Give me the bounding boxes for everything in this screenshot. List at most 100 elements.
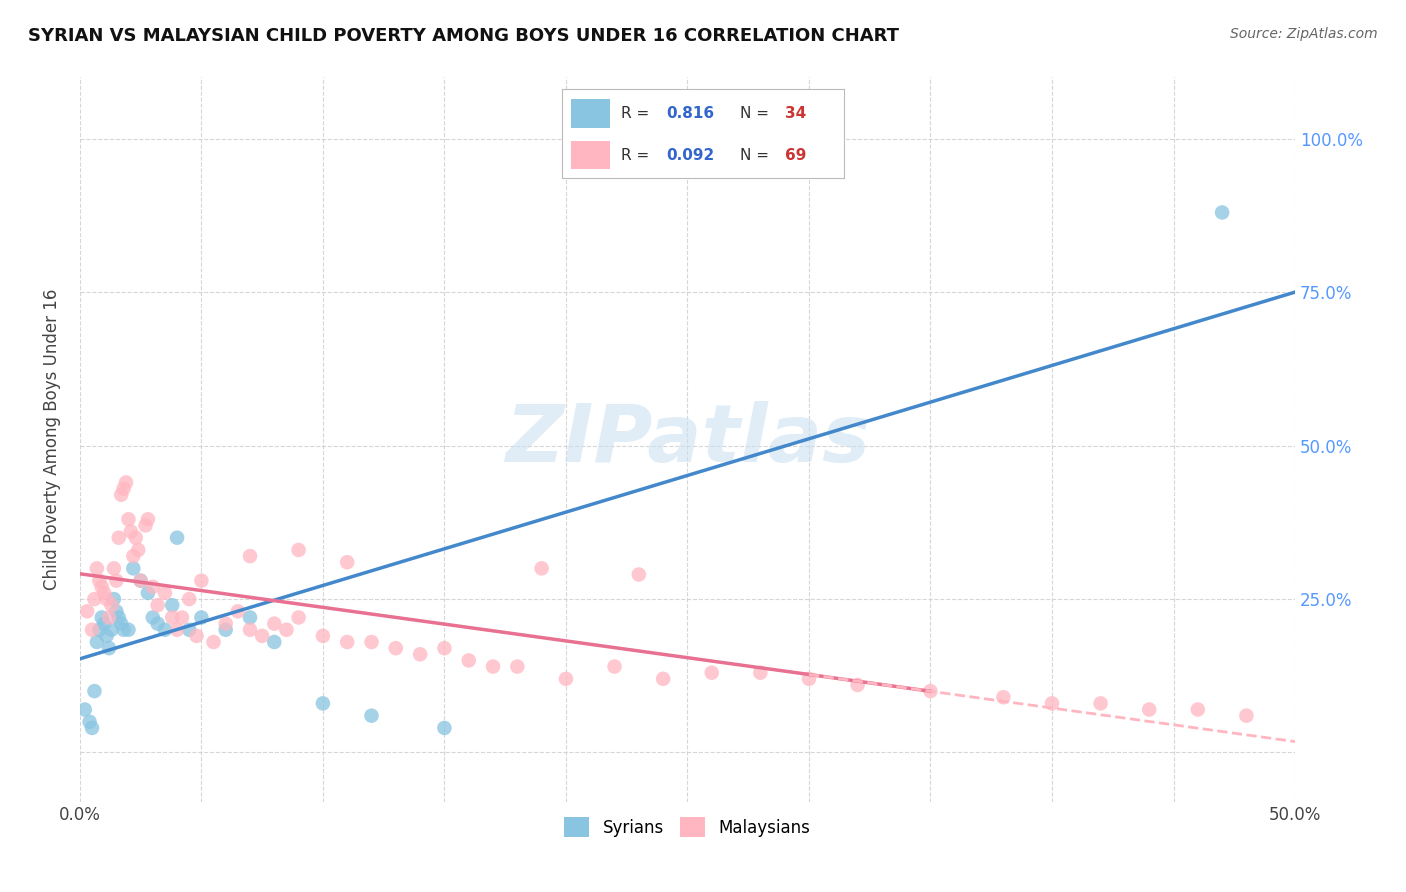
Point (993, 690, 1015, 705)
Text: R =: R = (621, 106, 655, 120)
Point (239, 623, 262, 637)
Point (385, 641, 408, 656)
Point (179, 592, 201, 607)
Point (433, 641, 456, 656)
Point (142, 580, 165, 594)
Point (93, 586, 115, 600)
Point (627, 567, 650, 582)
Point (1137, 702, 1160, 716)
Point (179, 623, 201, 637)
Text: N =: N = (740, 148, 773, 162)
Point (127, 543, 149, 558)
Point (1187, 702, 1209, 716)
Point (136, 512, 159, 526)
Point (457, 653, 479, 667)
Point (603, 659, 626, 673)
Y-axis label: Child Poverty Among Boys Under 16: Child Poverty Among Boys Under 16 (44, 289, 60, 591)
Point (96, 592, 118, 607)
Point (555, 672, 578, 686)
Point (98, 610, 121, 624)
Point (153, 586, 176, 600)
Point (312, 697, 335, 711)
Text: R =: R = (621, 148, 655, 162)
Point (409, 648, 432, 662)
Point (96, 629, 118, 643)
Point (80, 623, 103, 637)
Point (1234, 708, 1257, 723)
Point (100, 598, 122, 612)
Point (83, 592, 105, 607)
Point (129, 574, 152, 588)
Point (73, 702, 96, 716)
Point (86, 635, 108, 649)
Point (115, 475, 138, 490)
Point (105, 574, 128, 588)
Point (250, 629, 273, 643)
Point (215, 623, 238, 637)
Point (312, 629, 335, 643)
Point (98, 641, 121, 656)
Point (83, 684, 105, 698)
Point (122, 561, 145, 575)
Text: N =: N = (740, 106, 773, 120)
Point (100, 623, 122, 637)
Point (1090, 697, 1112, 711)
Point (190, 610, 212, 624)
Point (1040, 697, 1063, 711)
Point (202, 635, 225, 649)
Point (287, 610, 309, 624)
Point (117, 623, 139, 637)
Text: 0.816: 0.816 (666, 106, 714, 120)
Point (134, 518, 156, 533)
Point (263, 616, 285, 631)
Point (160, 610, 183, 624)
Point (190, 574, 212, 588)
Point (76, 604, 98, 618)
Point (226, 604, 249, 618)
Text: 69: 69 (785, 148, 806, 162)
Point (153, 623, 176, 637)
Point (105, 604, 128, 618)
Point (215, 616, 238, 631)
Point (125, 531, 148, 545)
Point (263, 635, 285, 649)
Point (90, 610, 112, 624)
Point (530, 561, 553, 575)
Point (276, 623, 298, 637)
Point (112, 482, 135, 496)
Point (360, 635, 382, 649)
Point (239, 549, 262, 563)
Point (360, 708, 382, 723)
Point (103, 592, 125, 607)
Point (136, 586, 159, 600)
FancyBboxPatch shape (571, 99, 610, 128)
Point (920, 684, 942, 698)
Point (797, 672, 820, 686)
Point (89, 623, 111, 637)
Text: ZIPatlas: ZIPatlas (505, 401, 870, 478)
Point (80, 721, 103, 735)
Legend: Syrians, Malaysians: Syrians, Malaysians (558, 810, 817, 844)
Point (146, 598, 169, 612)
Point (652, 672, 675, 686)
Point (1211, 205, 1233, 219)
Point (110, 488, 132, 502)
Point (749, 665, 772, 680)
Point (336, 635, 359, 649)
Point (107, 610, 129, 624)
Point (107, 531, 129, 545)
Point (160, 598, 183, 612)
Point (103, 561, 125, 575)
Point (239, 610, 262, 624)
Point (112, 623, 135, 637)
Point (117, 512, 139, 526)
Point (142, 610, 165, 624)
FancyBboxPatch shape (571, 141, 610, 169)
Point (90, 580, 112, 594)
Point (482, 659, 505, 673)
Point (166, 531, 188, 545)
Text: 34: 34 (785, 106, 806, 120)
Point (166, 623, 188, 637)
Point (122, 549, 145, 563)
Point (146, 616, 169, 631)
